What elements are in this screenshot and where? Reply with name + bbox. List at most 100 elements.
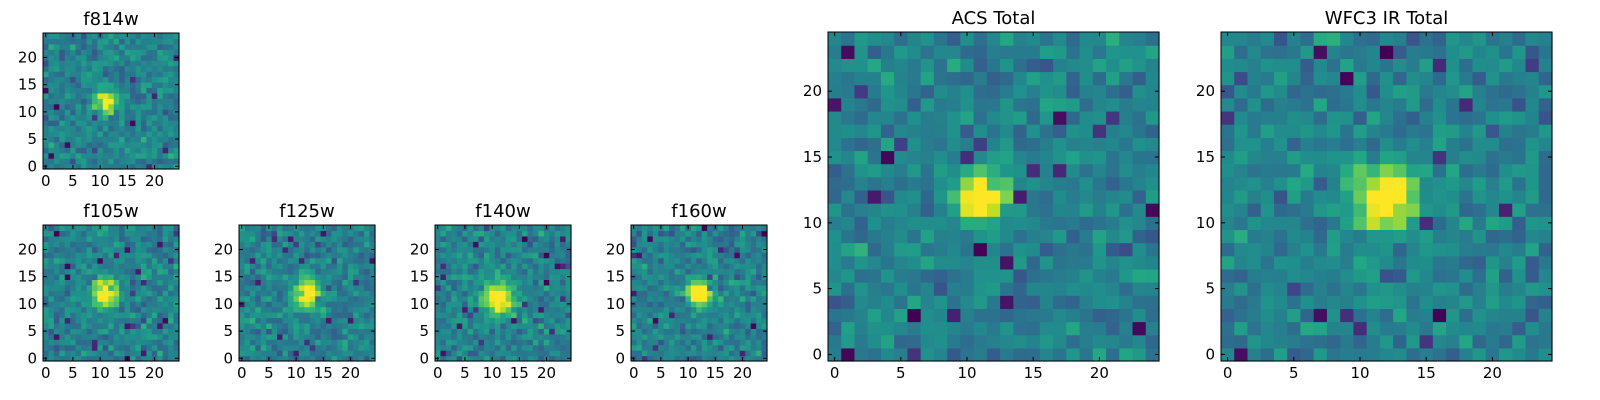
heatmap-cell: [157, 301, 164, 308]
heatmap-cell: [266, 322, 273, 329]
heatmap-cell: [712, 284, 719, 291]
heatmap-cell: [1145, 321, 1160, 336]
heatmap-cell: [505, 317, 512, 324]
heatmap-cell: [647, 312, 654, 319]
heatmap-cell: [108, 355, 115, 362]
heatmap-cell: [309, 344, 316, 351]
heatmap-cell: [336, 279, 343, 286]
heatmap-cell: [669, 284, 676, 291]
heatmap-cell: [462, 295, 469, 302]
heatmap-cell: [511, 355, 518, 362]
heatmap-cell: [1092, 282, 1107, 296]
heatmap-cell: [511, 306, 518, 313]
heatmap-cell: [1538, 32, 1553, 46]
heatmap-cell: [1026, 189, 1041, 204]
heatmap-cell: [135, 252, 142, 259]
heatmap-cell: [854, 124, 869, 138]
heatmap-cell: [880, 334, 895, 349]
heatmap-cell: [1432, 137, 1447, 152]
heatmap-cell: [1512, 334, 1527, 349]
heatmap-cell: [364, 295, 371, 302]
heatmap-cell: [108, 114, 115, 121]
heatmap-cell: [674, 290, 681, 297]
heatmap-cell: [1538, 163, 1553, 178]
heatmap-cell: [266, 252, 273, 259]
heatmap-cell: [1092, 203, 1107, 217]
heatmap-cell: [516, 322, 523, 329]
heatmap-cell: [1472, 150, 1487, 165]
heatmap-cell: [1273, 163, 1288, 178]
heatmap-cell: [1353, 163, 1368, 178]
heatmap-cell: [907, 163, 922, 178]
heatmap-cell: [674, 355, 681, 362]
heatmap-cell: [560, 246, 567, 253]
heatmap-cell: [1379, 308, 1394, 323]
heatmap-cell: [440, 241, 447, 248]
heatmap-cell: [168, 158, 175, 165]
heatmap-cell: [59, 328, 66, 335]
heatmap-cell: [1366, 347, 1381, 362]
heatmap-cell: [1432, 189, 1447, 204]
heatmap-cell: [326, 306, 333, 313]
heatmap-cell: [64, 279, 71, 286]
heatmap-cell: [483, 344, 490, 351]
heatmap-cell: [867, 203, 882, 217]
heatmap-cell: [162, 92, 169, 99]
heatmap-cell: [1459, 347, 1474, 362]
heatmap-cell: [157, 312, 164, 319]
heatmap-cell: [102, 109, 109, 116]
heatmap-cell: [59, 235, 66, 242]
heatmap-cell: [516, 312, 523, 319]
heatmap-cell: [249, 279, 256, 286]
heatmap-cell: [320, 328, 327, 335]
y-tick-label: 0: [812, 345, 822, 363]
heatmap-cell: [1145, 242, 1160, 257]
heatmap-cell: [1119, 216, 1134, 230]
heatmap-cell: [304, 252, 311, 259]
heatmap-cell: [1273, 203, 1288, 217]
heatmap-cell: [679, 279, 686, 286]
heatmap-cell: [636, 252, 643, 259]
heatmap-cell: [543, 252, 550, 259]
heatmap-cell: [1145, 216, 1160, 230]
heatmap-cell: [342, 355, 349, 362]
heatmap-cell: [973, 255, 988, 270]
heatmap-cell: [500, 312, 507, 319]
heatmap-cell: [718, 263, 725, 270]
heatmap-cell: [1512, 71, 1527, 86]
heatmap-cell: [336, 241, 343, 248]
heatmap-cell: [369, 290, 376, 297]
heatmap-cell: [124, 344, 131, 351]
heatmap-cell: [75, 65, 82, 72]
heatmap-cell: [1446, 58, 1460, 73]
heatmap-cell: [669, 257, 676, 264]
heatmap-cell: [364, 235, 371, 242]
heatmap-cell: [1472, 216, 1487, 230]
heatmap-cell: [336, 301, 343, 308]
x-tick-label: 0: [433, 364, 443, 382]
heatmap-cell: [739, 328, 746, 335]
heatmap-cell: [1446, 321, 1460, 336]
heatmap-cell: [146, 273, 153, 280]
heatmap-cell: [1499, 189, 1513, 204]
heatmap-cell: [315, 252, 322, 259]
heatmap-cell: [445, 301, 452, 308]
heatmap-cell: [1039, 334, 1054, 349]
heatmap-cell: [663, 273, 670, 280]
heatmap-cell: [97, 350, 104, 357]
heatmap-cell: [1287, 255, 1302, 270]
heatmap-cell: [59, 317, 66, 324]
heatmap-cell: [712, 295, 719, 302]
heatmap-cell: [478, 273, 485, 280]
heatmap-cell: [1234, 124, 1249, 138]
heatmap-cell: [828, 58, 842, 73]
heatmap-cell: [75, 43, 82, 50]
heatmap-cell: [1313, 110, 1328, 125]
heatmap-cell: [97, 76, 104, 83]
heatmap-cell: [113, 295, 120, 302]
heatmap-cell: [1459, 137, 1474, 152]
heatmap-cell: [342, 263, 349, 270]
heatmap-cell: [309, 268, 316, 275]
heatmap-cell: [1472, 176, 1487, 191]
heatmap-cell: [1485, 242, 1500, 257]
